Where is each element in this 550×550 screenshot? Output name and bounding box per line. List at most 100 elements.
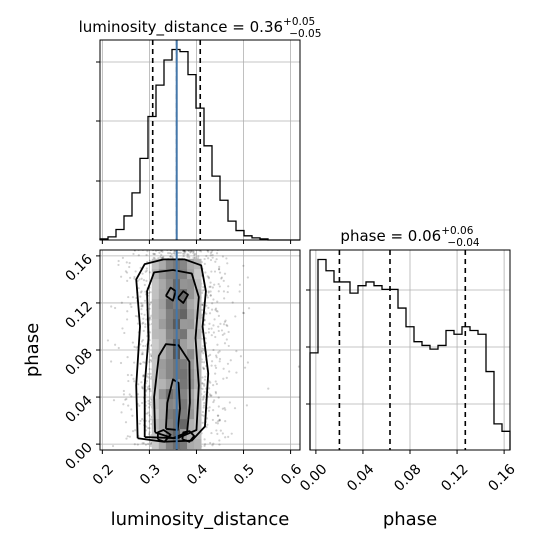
scatter-point [140, 277, 143, 280]
scatter-point [203, 262, 206, 265]
scatter-point [146, 375, 149, 378]
scatter-point [214, 308, 217, 311]
scatter-point [207, 250, 210, 253]
scatter-point [228, 401, 231, 404]
density-cell [158, 418, 167, 430]
scatter-point [173, 250, 177, 253]
xlabel-luminosity-distance: luminosity_distance [111, 509, 290, 530]
density-cell [194, 348, 202, 360]
scatter-point [160, 256, 164, 259]
scatter-point [149, 401, 153, 404]
scatter-point [221, 255, 225, 258]
scatter-point [216, 432, 219, 435]
scatter-point [207, 354, 210, 358]
scatter-point [147, 433, 151, 436]
scatter-point [145, 267, 148, 270]
density-cell [165, 398, 174, 410]
scatter-point [201, 387, 204, 390]
density-cell [158, 338, 167, 350]
scatter-point [160, 250, 163, 253]
density-cell [151, 298, 160, 310]
scatter-point [126, 318, 129, 321]
scatter-point [124, 270, 128, 273]
scatter-point [149, 316, 152, 319]
scatter-point [145, 269, 148, 272]
scatter-point [219, 429, 222, 432]
scatter-point [212, 409, 215, 412]
scatter-point [201, 376, 204, 379]
scatter-point [137, 254, 140, 257]
scatter-point [133, 361, 136, 364]
scatter-point [223, 332, 226, 335]
scatter-point [217, 396, 220, 399]
density-cell [187, 318, 195, 330]
scatter-point [216, 414, 220, 417]
scatter-point [227, 344, 230, 348]
scatter-point [142, 374, 145, 377]
scatter-point [235, 350, 238, 353]
scatter-point [146, 386, 149, 389]
scatter-point [211, 286, 214, 289]
scatter-point [141, 339, 145, 342]
scatter-point [134, 270, 137, 273]
scatter-point [201, 303, 204, 307]
scatter-point [214, 364, 217, 367]
density-cell [158, 348, 167, 360]
scatter-point [215, 429, 218, 432]
scatter-point [139, 362, 142, 365]
scatter-point [183, 252, 186, 255]
scatter-point [149, 389, 152, 393]
scatter-point [217, 268, 221, 271]
scatter-point [140, 302, 143, 305]
density-cell [194, 418, 202, 430]
scatter-point [205, 425, 208, 429]
scatter-point [191, 250, 194, 253]
scatter-point [202, 397, 205, 400]
scatter-point [226, 362, 230, 365]
scatter-point [148, 259, 151, 262]
scatter-point [201, 398, 205, 401]
density-cell [180, 318, 188, 330]
scatter-point [220, 276, 224, 279]
scatter-point [189, 251, 192, 254]
scatter-point [119, 361, 123, 365]
scatter-point [210, 431, 213, 435]
density-cell [180, 388, 188, 400]
scatter-point [222, 290, 226, 293]
scatter-point [217, 405, 220, 408]
density-cell [180, 268, 188, 280]
scatter-point [133, 275, 136, 279]
scatter-point [148, 271, 152, 274]
scatter-point [202, 344, 205, 348]
scatter-point [207, 409, 211, 412]
scatter-point [133, 380, 136, 383]
scatter-point [123, 331, 126, 335]
scatter-point [128, 261, 131, 265]
scatter-point [214, 366, 218, 369]
scatter-point [140, 353, 144, 356]
scatter-point [173, 250, 176, 253]
scatter-point [147, 411, 150, 414]
y-tick-label-p-0: 0.00 [62, 440, 95, 473]
scatter-point [147, 399, 150, 402]
scatter-point [203, 361, 206, 364]
density-cell [158, 438, 167, 450]
scatter-point [128, 393, 131, 396]
scatter-point [214, 380, 217, 383]
scatter-point [141, 401, 144, 405]
scatter-point [223, 406, 226, 410]
density-cell [187, 338, 195, 350]
scatter-point [147, 402, 150, 405]
scatter-point [143, 283, 146, 287]
scatter-point [145, 412, 149, 415]
density-cell [180, 398, 188, 410]
density-cell [187, 258, 195, 270]
scatter-point [141, 417, 144, 421]
scatter-point [218, 271, 222, 274]
scatter-point [148, 303, 151, 306]
contour-lines [135, 258, 210, 443]
scatter-point [201, 291, 204, 294]
scatter-point [225, 323, 228, 327]
scatter-point [210, 364, 213, 367]
scatter-point [215, 382, 218, 386]
